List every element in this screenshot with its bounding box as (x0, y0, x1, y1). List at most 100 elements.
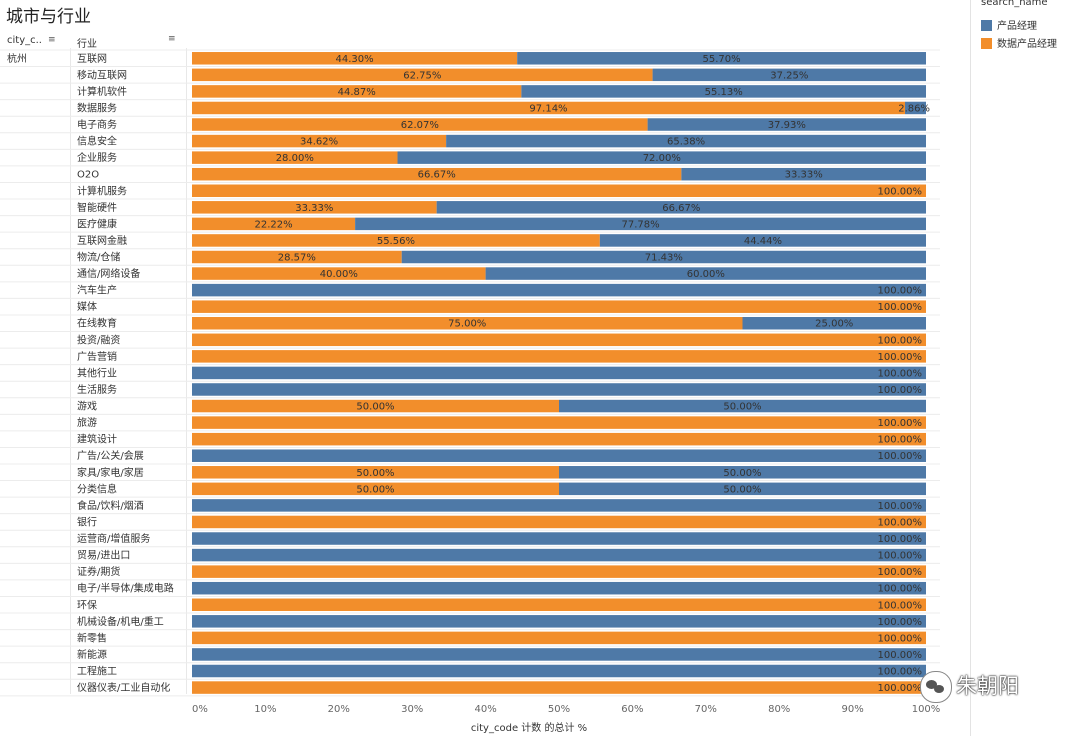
x-tick-label: 40% (474, 704, 496, 715)
bar-segment-data-product-manager (192, 101, 906, 115)
x-tick-label: 60% (621, 704, 643, 715)
watermark: 朱朝阳 (920, 666, 1050, 706)
category-label: 新零售 (77, 631, 107, 644)
data-label: 100.00% (878, 302, 923, 313)
category-label: 贸易/进出口 (77, 549, 130, 562)
data-label: 75.00% (448, 319, 486, 330)
data-label: 100.00% (878, 501, 923, 512)
bar-segment-product-manager (652, 68, 926, 82)
category-label: O2O (77, 170, 99, 181)
data-label: 100.00% (878, 534, 923, 545)
legend-item-data-product-manager[interactable]: 数据产品经理 (981, 35, 1057, 50)
bar-segment-data-product-manager (192, 52, 518, 65)
legend-label: 数据产品经理 (997, 39, 1057, 50)
data-label: 100.00% (878, 435, 923, 446)
bar-segment-product-manager (521, 85, 926, 98)
x-tick-label: 0% (192, 704, 208, 715)
x-tick-label: 20% (328, 704, 350, 715)
data-label: 100.00% (878, 650, 923, 661)
industry-column-header[interactable]: 行业 (77, 39, 97, 50)
data-label: 100.00% (878, 633, 923, 644)
bar-segment-product-manager (559, 466, 926, 479)
data-label: 34.62% (300, 137, 338, 148)
bar-segment-product-manager (192, 383, 926, 396)
sort-icon[interactable]: ≡ (48, 35, 56, 45)
data-label: 100.00% (878, 335, 923, 346)
data-label: 100.00% (878, 517, 923, 528)
category-label: 在线教育 (77, 317, 117, 330)
category-label: 工程施工 (77, 665, 117, 678)
category-label: 通信/网络设备 (77, 267, 140, 280)
data-label: 100.00% (878, 683, 923, 694)
bar-segment-data-product-manager (192, 350, 926, 363)
category-label: 机械设备/机电/重工 (77, 615, 164, 628)
bar-segment-data-product-manager (192, 681, 926, 694)
data-label: 100.00% (878, 186, 923, 197)
category-label: 企业服务 (77, 151, 117, 164)
bar-segment-data-product-manager (192, 598, 926, 612)
data-label: 65.38% (667, 137, 705, 148)
category-label: 计算机服务 (77, 184, 127, 197)
data-label: 100.00% (878, 567, 923, 578)
bar-segment-data-product-manager (192, 416, 926, 429)
category-label: 媒体 (77, 301, 97, 313)
category-label: 计算机软件 (77, 85, 127, 98)
data-label: 33.33% (295, 203, 333, 214)
x-tick-label: 10% (254, 704, 276, 715)
category-label: 广告/公关/会展 (77, 449, 144, 462)
bar-segment-data-product-manager (192, 201, 437, 214)
bar-segment-product-manager (681, 167, 926, 181)
category-label: 生活服务 (77, 383, 117, 396)
data-label: 55.13% (705, 87, 743, 98)
category-label: 环保 (77, 598, 97, 611)
data-label: 37.93% (768, 120, 806, 131)
x-tick-label: 100% (912, 704, 940, 715)
category-label: 移动互联网 (77, 68, 127, 81)
legend-item-product-manager[interactable]: 产品经理 (981, 17, 1037, 32)
category-label: 食品/饮料/烟酒 (77, 499, 144, 512)
bar-segment-product-manager (192, 648, 926, 661)
column-divider (186, 48, 187, 694)
data-label: 33.33% (785, 170, 823, 181)
bar-segment-product-manager (192, 581, 926, 595)
data-label: 100.00% (878, 418, 923, 429)
sort-descending-icon[interactable]: ≡ (168, 34, 176, 44)
bar-segment-data-product-manager (192, 267, 486, 280)
data-label: 44.87% (338, 87, 376, 98)
bar-segment-product-manager (905, 101, 926, 115)
bar-segment-product-manager (559, 482, 926, 496)
bar-segment-data-product-manager (192, 333, 926, 347)
data-label: 50.00% (356, 468, 394, 479)
city-column-header[interactable]: city_c.. (7, 35, 42, 46)
data-label: 71.43% (645, 253, 683, 264)
data-label: 55.70% (703, 54, 741, 65)
data-label: 66.67% (418, 170, 456, 181)
bar-segment-product-manager (192, 283, 926, 297)
bar-segment-data-product-manager (192, 118, 648, 131)
bar-segment-data-product-manager (192, 250, 402, 264)
bar-segment-product-manager (401, 250, 926, 264)
bar-segment-product-manager (192, 664, 926, 678)
category-label: 医疗健康 (77, 217, 117, 230)
bar-segment-product-manager (192, 532, 926, 545)
legend-label: 产品经理 (997, 21, 1037, 32)
watermark-text: 朱朝阳 (956, 674, 1019, 698)
bar-segment-product-manager (436, 201, 926, 214)
category-label: 旅游 (77, 416, 97, 429)
category-label: 互联网 (77, 53, 107, 65)
bar-segment-data-product-manager (192, 565, 926, 578)
bar-segment-data-product-manager (192, 300, 926, 313)
data-label: 97.14% (529, 103, 567, 114)
x-tick-label: 80% (768, 704, 790, 715)
data-label: 50.00% (356, 484, 394, 495)
bar-segment-product-manager (485, 267, 926, 280)
category-label: 分类信息 (77, 482, 117, 495)
data-label: 77.78% (621, 219, 659, 230)
bar-segment-data-product-manager (192, 482, 559, 496)
data-label: 25.00% (815, 319, 853, 330)
category-label: 投资/融资 (77, 333, 120, 346)
bar-segment-product-manager (559, 399, 926, 413)
bar-segment-data-product-manager (192, 217, 356, 231)
data-label: 40.00% (320, 269, 358, 280)
bar-segment-data-product-manager (192, 151, 398, 164)
